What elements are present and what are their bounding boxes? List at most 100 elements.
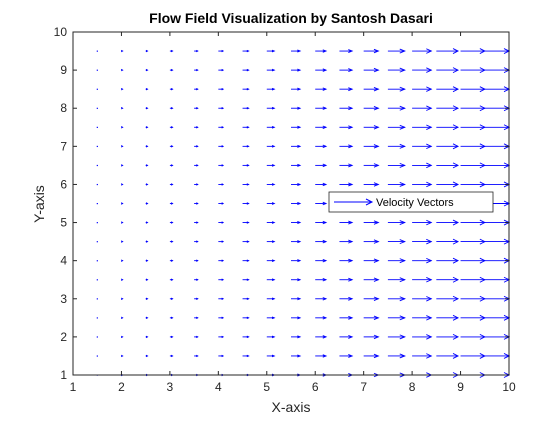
velocity-arrow (145, 316, 149, 320)
velocity-arrow (412, 48, 433, 54)
velocity-arrow (291, 354, 302, 358)
velocity-arrow (169, 87, 174, 91)
velocity-arrow (120, 183, 124, 186)
velocity-arrow (363, 182, 380, 187)
velocity-arrow (145, 68, 149, 72)
velocity-arrow (218, 49, 225, 53)
velocity-arrow (120, 87, 124, 91)
velocity-arrow (291, 335, 302, 339)
velocity-arrow (120, 164, 124, 167)
velocity-arrow (169, 221, 174, 224)
velocity-arrow (242, 126, 250, 129)
velocity-arrow (315, 49, 328, 53)
velocity-arrow (387, 143, 406, 149)
velocity-arrow (242, 259, 250, 262)
velocity-arrow (120, 297, 124, 300)
velocity-arrow (291, 240, 302, 244)
y-tick-label: 3 (60, 292, 67, 306)
velocity-arrow (387, 67, 406, 73)
velocity-arrow (412, 143, 433, 150)
velocity-arrow (169, 126, 174, 129)
velocity-arrow (194, 335, 199, 339)
velocity-arrow (169, 259, 174, 262)
velocity-arrow (412, 257, 433, 264)
velocity-arrow (412, 353, 433, 359)
velocity-arrow (339, 182, 354, 187)
velocity-arrow (96, 183, 98, 186)
velocity-arrow (96, 126, 98, 128)
velocity-arrow (266, 278, 276, 282)
velocity-arrow (266, 49, 276, 53)
velocity-arrow (218, 107, 225, 110)
velocity-arrow (145, 49, 149, 53)
velocity-arrow (120, 354, 124, 358)
velocity-arrow (412, 277, 433, 283)
velocity-arrow (96, 260, 98, 262)
velocity-arrow (387, 220, 406, 225)
velocity-arrow (387, 277, 406, 283)
velocity-arrow (291, 87, 302, 91)
velocity-arrow (242, 183, 250, 186)
velocity-arrow (120, 221, 124, 224)
velocity-arrow (96, 88, 98, 90)
velocity-arrow (436, 181, 460, 188)
velocity-arrow (436, 219, 460, 226)
velocity-arrow (242, 278, 250, 281)
velocity-arrow (266, 259, 276, 262)
velocity-arrow (169, 145, 174, 148)
velocity-arrow (339, 315, 354, 320)
velocity-arrow (363, 86, 380, 92)
velocity-arrow (242, 221, 250, 224)
velocity-arrow (145, 202, 149, 205)
velocity-arrow (291, 125, 302, 129)
velocity-arrow (387, 334, 406, 340)
velocity-arrow (387, 258, 406, 264)
velocity-arrow (120, 107, 124, 110)
velocity-arrow (266, 202, 276, 205)
velocity-arrow (218, 126, 225, 129)
velocity-arrow (242, 202, 250, 205)
velocity-arrow (169, 107, 174, 110)
velocity-arrow (266, 221, 276, 224)
velocity-arrow (96, 107, 98, 109)
velocity-arrow (194, 221, 199, 224)
velocity-arrow (194, 49, 199, 53)
y-tick-label: 1 (60, 368, 67, 382)
velocity-arrow (266, 145, 276, 148)
velocity-arrow (218, 316, 225, 320)
velocity-arrow (242, 354, 250, 358)
velocity-arrow (242, 297, 250, 300)
velocity-arrow (169, 183, 174, 186)
velocity-arrow (436, 67, 460, 74)
velocity-arrow (266, 335, 276, 339)
velocity-arrow (218, 145, 225, 148)
velocity-arrow (194, 164, 199, 167)
velocity-arrow (315, 239, 328, 244)
y-tick-label: 2 (60, 330, 67, 344)
velocity-arrow (218, 202, 225, 205)
velocity-arrow (291, 316, 302, 320)
velocity-arrow (169, 68, 174, 72)
velocity-arrow (218, 240, 225, 243)
y-tick-label: 5 (60, 216, 67, 230)
velocity-arrow (412, 86, 433, 92)
velocity-arrow (194, 354, 199, 358)
velocity-arrow (145, 221, 149, 224)
velocity-arrow (145, 183, 149, 186)
x-tick-label: 9 (457, 380, 464, 394)
velocity-arrow (194, 316, 199, 320)
velocity-arrow (266, 164, 276, 167)
x-tick-label: 8 (409, 380, 416, 394)
velocity-arrow (242, 107, 250, 110)
velocity-arrow (412, 315, 433, 321)
velocity-arrow (218, 259, 225, 262)
y-tick-label: 6 (60, 177, 67, 191)
velocity-arrow (363, 277, 380, 282)
velocity-arrow (291, 68, 302, 72)
y-tick-label: 4 (60, 254, 67, 268)
velocity-arrow (315, 201, 328, 206)
velocity-arrow (169, 297, 174, 300)
velocity-arrow (363, 220, 380, 225)
velocity-arrow (363, 258, 380, 263)
